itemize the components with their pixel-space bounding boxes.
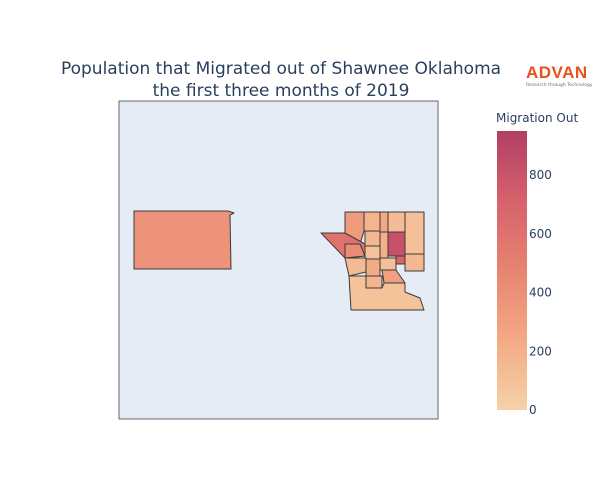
- chart-title: Population that Migrated out of Shawnee …: [28, 58, 534, 102]
- colorbar: [497, 131, 527, 410]
- region-central-zone-c[interactable]: [364, 245, 381, 260]
- colorbar-tick-label: 600: [529, 227, 552, 241]
- logo-wordmark: ADVAN: [526, 63, 588, 82]
- region-north-zone-b[interactable]: [363, 211, 381, 232]
- region-central-zone-d[interactable]: [379, 231, 389, 259]
- region-south-zone-b[interactable]: [365, 258, 381, 277]
- region-south-zone-c[interactable]: [379, 257, 397, 271]
- region-east-small-zone[interactable]: [395, 255, 406, 265]
- region-south-zone-e[interactable]: [365, 275, 383, 289]
- region-east-high-zone[interactable]: [387, 231, 406, 257]
- colorbar-tick-label: 800: [529, 168, 552, 182]
- colorbar-tick-label: 0: [529, 403, 537, 417]
- region-north-zone-c[interactable]: [379, 211, 389, 233]
- region-east-zone[interactable]: [404, 253, 425, 272]
- region-central-zone-b[interactable]: [364, 230, 381, 247]
- colorbar-tick-label: 200: [529, 344, 552, 358]
- region-west-county-block[interactable]: [133, 210, 235, 270]
- logo-tagline: Research through Technology: [526, 83, 593, 88]
- colorbar-tick-label: 400: [529, 286, 552, 300]
- region-southern-wide-zone[interactable]: [348, 275, 425, 311]
- region-north-zone-d[interactable]: [387, 211, 406, 233]
- colorbar-title: Migration Out: [496, 111, 579, 125]
- advan-logo: ADVAN Research through Technology: [526, 64, 596, 89]
- title-line-1: Population that Migrated out of Shawnee …: [60, 59, 502, 79]
- title-line-2: the first three months of 2019: [152, 81, 410, 101]
- region-northeast-zone[interactable]: [404, 211, 425, 255]
